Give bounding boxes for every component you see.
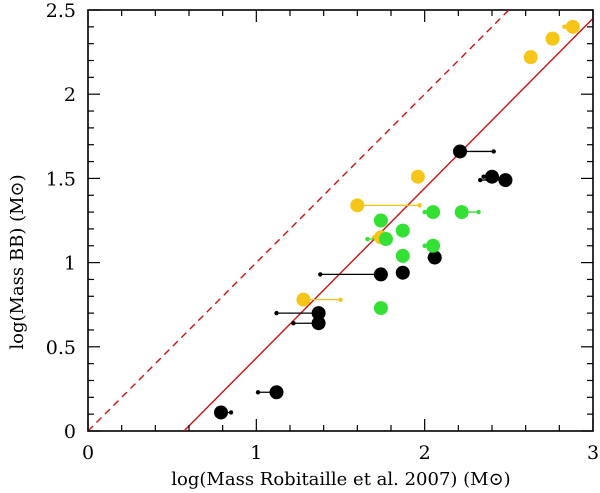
y-axis-title: log(Mass BB) (M⊙) (7, 174, 28, 349)
black-point (373, 267, 388, 282)
one-to-one-line (88, 10, 510, 431)
tick-labels: 0 1 2 3 0 0.5 1 1.5 2 2.5 (46, 0, 599, 464)
x-tick-label: 0 (82, 442, 94, 464)
x-tick-label: 3 (587, 442, 599, 464)
y-tick-label: 1.5 (46, 168, 76, 190)
plot-frame (87, 9, 594, 432)
reference-lines (88, 10, 593, 431)
black-alt-point (481, 174, 486, 179)
yellow-point (545, 31, 560, 46)
black-alt-point (228, 410, 234, 415)
y-tick-label: 0 (64, 421, 76, 443)
black-point (311, 306, 326, 321)
black-alt-point (255, 390, 261, 395)
green-alt-point (365, 236, 370, 242)
yellow-point (565, 19, 580, 34)
black-alt-point (291, 321, 296, 326)
yellow-alt-point (338, 297, 343, 302)
x-tick-label: 2 (419, 442, 431, 464)
green-point (426, 205, 441, 220)
yellow-point (296, 292, 311, 307)
black-point (485, 169, 499, 184)
black-alt-point (478, 177, 483, 183)
x-tick-label: 1 (250, 442, 262, 464)
black-point (311, 316, 326, 331)
black-alt-point (318, 272, 323, 277)
x-axis-title: log(Mass Robitaille et al. 2007) (M⊙) (171, 469, 510, 490)
black-point (395, 265, 410, 280)
black-point (498, 173, 513, 188)
yellow-point (523, 50, 538, 65)
green-alt-point (476, 209, 481, 215)
yellow-alt-point (562, 24, 567, 30)
green-point (395, 248, 410, 263)
black-point (427, 250, 442, 265)
y-tick-label: 0.5 (46, 337, 76, 359)
y-tick-label: 2.5 (46, 0, 76, 22)
green-point (378, 232, 393, 247)
fit-line (183, 17, 593, 431)
green-point (426, 238, 441, 253)
green-point (454, 205, 469, 220)
green-alt-point (422, 243, 427, 248)
data-markers (213, 19, 580, 420)
yellow-alt-point (417, 203, 422, 208)
axis-ticks (87, 9, 594, 432)
yellow-point (350, 198, 365, 213)
black-point (453, 144, 468, 159)
green-alt-point (422, 209, 427, 215)
green-point (373, 301, 388, 316)
green-point (395, 223, 410, 238)
black-point (269, 385, 284, 400)
plot-border (87, 9, 594, 432)
y-tick-label: 2 (64, 84, 76, 106)
green-point (373, 213, 388, 228)
black-point (213, 405, 228, 420)
black-alt-point (491, 149, 496, 154)
black-alt-point (274, 310, 279, 316)
yellow-point (410, 169, 425, 184)
y-tick-label: 1 (64, 253, 76, 275)
connector-lines (220, 24, 573, 415)
